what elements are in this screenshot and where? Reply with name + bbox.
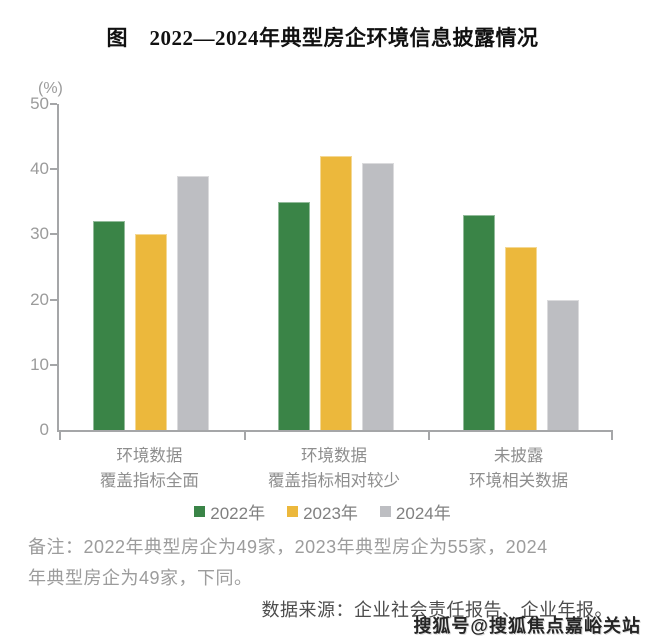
y-tick-mark <box>50 168 57 171</box>
y-tick-label: 20 <box>30 289 49 309</box>
y-tick-mark <box>50 298 57 301</box>
bar-2023年-cat1 <box>135 234 168 430</box>
x-tick-mark <box>59 432 61 440</box>
legend-swatch-icon <box>287 506 299 517</box>
bar-2023年-cat2 <box>319 156 352 430</box>
category-label: 环境数据 覆盖指标相对较少 <box>268 447 400 490</box>
bar-group <box>59 104 244 430</box>
legend-item: 2022年 <box>194 499 265 524</box>
y-tick-label: 30 <box>30 224 49 244</box>
y-axis-unit-label: (%) <box>38 80 63 97</box>
bar-2024年-cat2 <box>361 162 394 430</box>
y-tick-label: 0 <box>39 420 49 439</box>
bar-group <box>428 104 613 430</box>
data-source-text: 数据来源：企业社会责任报告、企业年报。 <box>261 600 613 620</box>
bar-2022年-cat2 <box>277 201 310 430</box>
footnote-remark-line2: 年典型房企为49家，下同。 <box>28 568 253 588</box>
category-label: 环境数据 覆盖指标全面 <box>99 447 199 490</box>
legend-item: 2024年 <box>379 499 451 524</box>
x-axis-category-labels: 环境数据 覆盖指标全面 环境数据 覆盖指标相对较少 未披露 环境相关数据 <box>57 444 611 494</box>
footnote-remark: 备注：2022年典型房企为49家，2023年典型房企为55家，2024 年典型房… <box>28 532 628 594</box>
x-tick-mark <box>243 432 246 440</box>
bar-2023年-cat3 <box>504 247 537 430</box>
bar-group <box>244 104 429 430</box>
bar-2024年-cat1 <box>177 175 210 430</box>
bar-2022年-cat1 <box>93 221 126 430</box>
watermark-text: 搜狐号@搜狐焦点嘉峪关站 <box>413 616 641 636</box>
bar-2022年-cat3 <box>462 214 495 430</box>
y-tick-label: 10 <box>30 354 49 374</box>
plot-area: 0 10 20 30 40 50 <box>30 94 613 440</box>
footnote-remark-line1: 备注：2022年典型房企为49家，2023年典型房企为55家，2024 <box>28 537 548 557</box>
chart-legend: 2022年 2023年 2024年 <box>0 499 645 524</box>
y-tick-mark <box>50 103 57 105</box>
chart-title: 图 2022—2024年典型房企环境信息披露情况 <box>106 26 539 50</box>
legend-item: 2023年 <box>287 499 358 524</box>
legend-label: 2023年 <box>303 504 358 523</box>
x-tick-mark <box>611 432 613 440</box>
y-tick-mark <box>50 233 57 236</box>
legend-swatch-icon <box>379 506 391 517</box>
category-label: 未披露 环境相关数据 <box>469 447 569 490</box>
legend-label: 2024年 <box>395 504 451 523</box>
y-tick-mark <box>50 363 57 366</box>
bar-2024年-cat3 <box>546 299 579 430</box>
legend-label: 2022年 <box>210 504 266 523</box>
x-tick-mark <box>428 432 431 440</box>
legend-swatch-icon <box>194 506 206 517</box>
y-tick-label: 40 <box>30 159 49 179</box>
y-tick-label: 50 <box>30 94 49 113</box>
